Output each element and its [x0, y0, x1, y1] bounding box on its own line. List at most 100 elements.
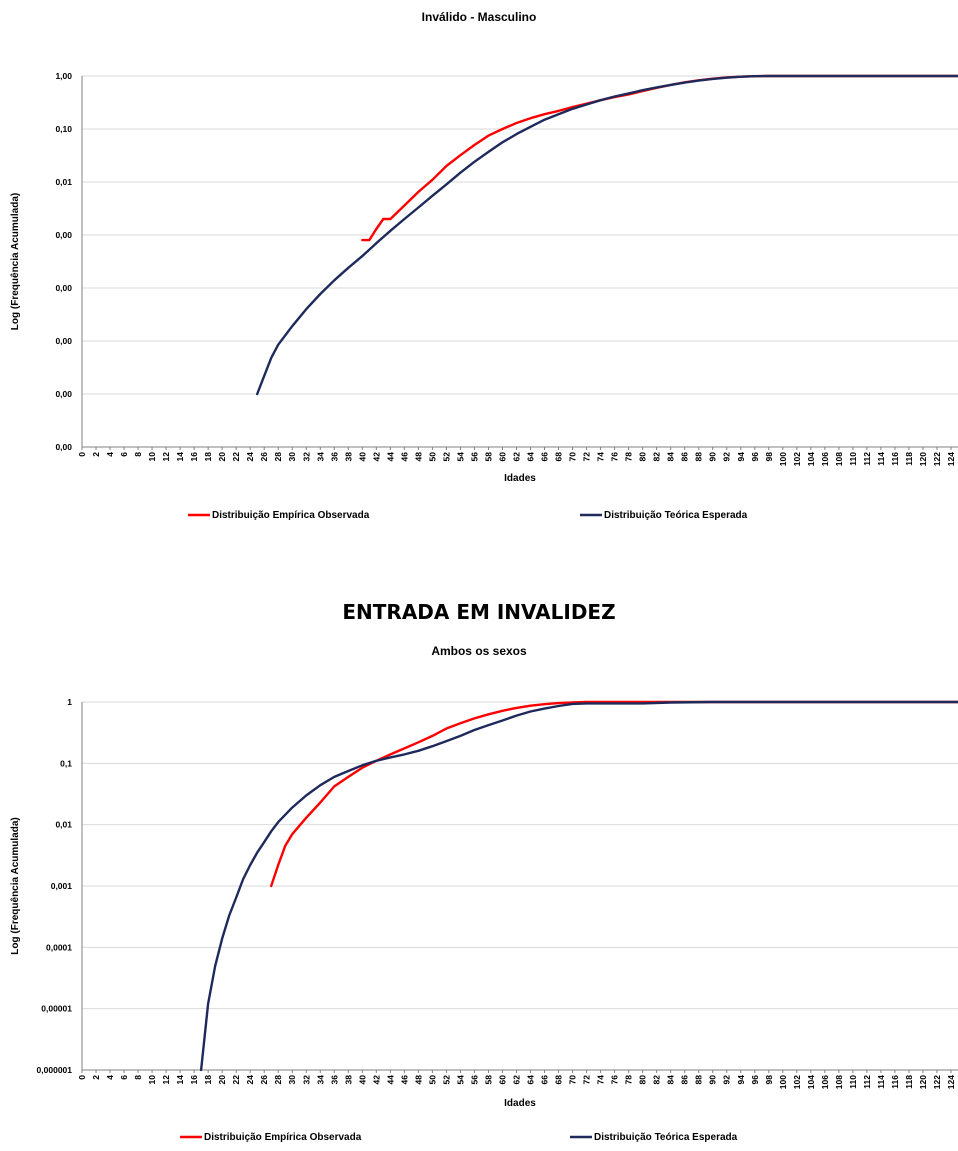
x-tick-label: 56: [469, 452, 479, 462]
x-tick-label: 72: [582, 1075, 592, 1085]
x-tick-label: 52: [441, 452, 451, 462]
x-tick-label: 12: [161, 1075, 171, 1085]
x-tick-label: 110: [848, 452, 858, 466]
x-tick-label: 46: [399, 452, 409, 462]
x-tick-label: 40: [357, 1075, 367, 1085]
x-tick-label: 80: [638, 1075, 648, 1085]
x-tick-label: 64: [526, 452, 536, 462]
y-tick-label: 0,00: [55, 442, 72, 452]
x-tick-label: 70: [568, 1075, 578, 1085]
x-tick-label: 90: [708, 452, 718, 462]
x-tick-label: 86: [680, 452, 690, 462]
x-tick-label: 18: [203, 452, 213, 462]
x-tick-label: 82: [652, 452, 662, 462]
y-tick-label: 0,01: [55, 820, 72, 830]
x-tick-label: 52: [441, 1075, 451, 1085]
x-tick-label: 8: [133, 1075, 143, 1080]
x-tick-label: 92: [722, 1075, 732, 1085]
x-tick-label: 50: [427, 452, 437, 462]
x-tick-label: 12: [161, 452, 171, 462]
y-tick-label: 0,00: [55, 283, 72, 293]
x-tick-label: 100: [778, 1075, 788, 1089]
x-tick-label: 20: [217, 452, 227, 462]
x-tick-label: 34: [315, 452, 325, 462]
x-tick-label: 28: [273, 1075, 283, 1085]
series-line-empirica: [270, 700, 958, 888]
x-tick-label: 54: [455, 452, 465, 462]
x-tick-label: 22: [231, 1075, 241, 1085]
x-tick-label: 114: [876, 452, 886, 466]
legend-label-teorica: Distribuição Teórica Esperada: [594, 1132, 738, 1143]
x-tick-label: 110: [848, 1075, 858, 1089]
x-tick-label: 108: [834, 452, 844, 466]
x-tick-label: 98: [764, 1075, 774, 1085]
x-tick-label: 20: [217, 1075, 227, 1085]
x-tick-label: 44: [385, 1075, 395, 1085]
x-tick-label: 116: [890, 452, 900, 466]
x-tick-label: 112: [862, 452, 872, 466]
x-tick-label: 10: [147, 452, 157, 462]
legend-label-empirica: Distribuição Empírica Observada: [204, 1132, 362, 1143]
x-tick-label: 76: [610, 452, 620, 462]
y-tick-label: 0,10: [55, 124, 72, 134]
x-tick-label: 74: [596, 1075, 606, 1085]
y-tick-label: 1,00: [55, 71, 72, 81]
x-tick-label: 42: [371, 452, 381, 462]
x-tick-label: 16: [189, 452, 199, 462]
series-line-teorica: [199, 700, 958, 1072]
x-tick-label: 96: [750, 452, 760, 462]
x-tick-label: 30: [287, 1075, 297, 1085]
x-tick-label: 34: [315, 1075, 325, 1085]
x-tick-label: 64: [526, 1075, 536, 1085]
x-tick-label: 2: [91, 452, 101, 457]
x-tick-label: 102: [792, 1075, 802, 1089]
x-tick-label: 62: [511, 1075, 521, 1085]
x-tick-label: 42: [371, 1075, 381, 1085]
x-tick-label: 38: [343, 452, 353, 462]
chart-title: Ambos os sexos: [431, 644, 527, 658]
x-tick-label: 84: [666, 1075, 676, 1085]
series-line-empirica: [361, 74, 958, 242]
x-tick-label: 54: [455, 1075, 465, 1085]
x-tick-label: 4: [105, 1075, 115, 1080]
x-tick-label: 118: [904, 452, 914, 466]
x-tick-label: 82: [652, 1075, 662, 1085]
x-tick-label: 102: [792, 452, 802, 466]
y-tick-label: 0,0001: [46, 942, 72, 952]
x-tick-label: 24: [245, 1075, 255, 1085]
x-tick-label: 94: [736, 1075, 746, 1085]
y-tick-label: 0,000001: [37, 1065, 73, 1075]
x-tick-label: 88: [694, 1075, 704, 1085]
x-tick-label: 38: [343, 1075, 353, 1085]
x-tick-label: 26: [259, 452, 269, 462]
x-tick-label: 2: [91, 1075, 101, 1080]
x-tick-label: 60: [497, 452, 507, 462]
y-axis-title: Log (Frequência Acumulada): [10, 817, 21, 954]
x-tick-label: 120: [918, 1075, 928, 1089]
x-tick-label: 122: [932, 452, 942, 466]
x-tick-label: 80: [638, 452, 648, 462]
x-tick-label: 6: [119, 1075, 129, 1080]
series-line-teorica: [256, 74, 958, 396]
x-tick-label: 22: [231, 452, 241, 462]
legend-label-empirica: Distribuição Empírica Observada: [212, 510, 370, 521]
y-tick-label: 0,1: [60, 758, 72, 768]
x-tick-label: 14: [175, 452, 185, 462]
x-tick-label: 30: [287, 452, 297, 462]
x-tick-label: 106: [820, 1075, 830, 1089]
x-tick-label: 36: [329, 452, 339, 462]
x-tick-label: 58: [483, 1075, 493, 1085]
x-tick-label: 88: [694, 452, 704, 462]
x-tick-label: 76: [610, 1075, 620, 1085]
x-tick-label: 32: [301, 452, 311, 462]
x-tick-label: 28: [273, 452, 283, 462]
x-tick-label: 104: [806, 452, 816, 466]
chart-ambos-os-sexos: Ambos os sexos 1 0,1 0,01 0,001 0,0001 0,00001…: [10, 644, 958, 1143]
x-tick-label: 48: [413, 1075, 423, 1085]
section-title: ENTRADA EM INVALIDEZ: [342, 600, 615, 624]
legend-label-teorica: Distribuição Teórica Esperada: [604, 510, 748, 521]
x-tick-label: 66: [540, 452, 550, 462]
x-tick-label: 94: [736, 452, 746, 462]
x-tick-label: 48: [413, 452, 423, 462]
